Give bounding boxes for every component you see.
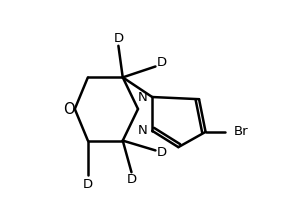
Text: D: D <box>83 178 93 191</box>
Text: O: O <box>64 102 75 116</box>
Text: D: D <box>113 32 124 45</box>
Text: D: D <box>157 56 167 69</box>
Text: Br: Br <box>233 125 248 138</box>
Text: N: N <box>138 90 148 104</box>
Text: N: N <box>138 124 148 137</box>
Text: D: D <box>126 173 136 186</box>
Text: D: D <box>157 146 167 159</box>
